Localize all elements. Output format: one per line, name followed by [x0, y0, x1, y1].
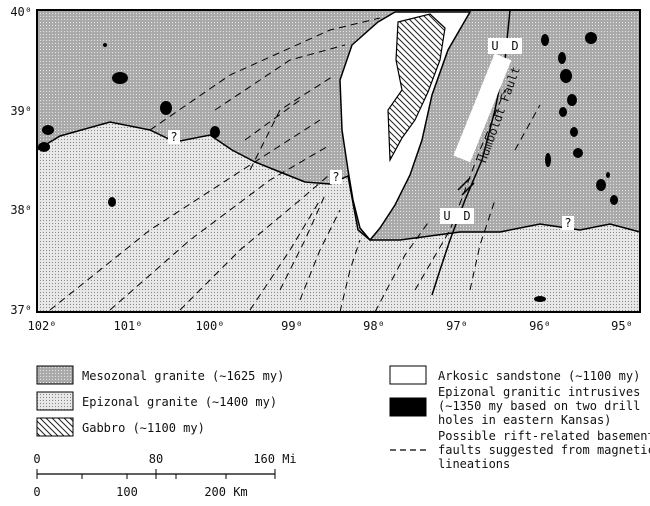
scale-label: 80 [149, 452, 163, 466]
fault-mark: U [443, 209, 450, 223]
rift-faults [49, 17, 541, 313]
lon-label: 102⁰ [28, 319, 57, 333]
lon-label: 101⁰ [114, 319, 143, 333]
lon-label: 95⁰ [611, 319, 633, 333]
legend-label: lineations [438, 457, 510, 471]
lon-label: 99⁰ [281, 319, 303, 333]
lat-label: 37⁰ [10, 303, 32, 317]
legend-label: (∼1350 my based on two drill [438, 399, 640, 413]
legend-label: Mesozonal granite (∼1625 my) [82, 369, 284, 383]
fault-offset [457, 177, 475, 196]
legend-swatch [389, 365, 427, 385]
fault-mark: D [511, 39, 518, 53]
lon-label: 97⁰ [446, 319, 468, 333]
legend: Mesozonal granite (∼1625 my) Epizonal gr… [36, 365, 650, 471]
legend-swatch [36, 365, 74, 385]
legend-swatch [36, 391, 74, 411]
map-area: ? ? ? U D U D Humboldt Fault 40⁰ 39⁰ 38⁰… [10, 5, 641, 333]
lon-label: 96⁰ [529, 319, 551, 333]
legend-swatch [389, 397, 427, 417]
gabbro-area [387, 13, 446, 163]
label-box [488, 38, 522, 54]
legend-label: holes in eastern Kansas) [438, 413, 611, 427]
legend-label: Epizonal granitic intrusives [438, 385, 640, 399]
scale-bar: 0 80 160 Mi 0 100 200 Km [33, 452, 296, 499]
label-box [562, 216, 574, 230]
scale-label: 100 [116, 485, 138, 499]
question-mark: ? [332, 170, 339, 184]
label-box [330, 170, 342, 184]
legend-label: Arkosic sandstone (∼1100 my) [438, 369, 640, 383]
label-box [453, 53, 512, 163]
legend-label: Epizonal granite (∼1400 my) [82, 395, 277, 409]
scale-label: 200 Km [204, 485, 247, 499]
scale-label: 0 [33, 452, 40, 466]
intrusives [38, 32, 618, 302]
scale-label: 160 Mi [253, 452, 296, 466]
legend-label: faults suggested from magnetic [438, 443, 650, 457]
axis-labels: 40⁰ 39⁰ 38⁰ 37⁰ 102⁰ 101⁰ 100⁰ 99⁰ 98⁰ 9… [10, 5, 633, 333]
lon-label: 98⁰ [363, 319, 385, 333]
lat-label: 38⁰ [10, 203, 32, 217]
lat-label: 39⁰ [10, 104, 32, 118]
scale-ticks [36, 469, 276, 479]
fault-mark: D [463, 209, 470, 223]
question-mark: ? [564, 216, 571, 230]
lon-label: 100⁰ [196, 319, 225, 333]
map-frame [36, 9, 641, 313]
fault-mark: U [491, 39, 498, 53]
question-mark: ? [170, 130, 177, 144]
lat-label: 40⁰ [10, 5, 32, 19]
legend-label: Gabbro (∼1100 my) [82, 421, 205, 435]
label-box [440, 208, 474, 224]
legend-label: Possible rift-related basement [438, 429, 650, 443]
legend-swatch [36, 417, 74, 437]
scale-label: 0 [33, 485, 40, 499]
label-box [168, 130, 180, 144]
